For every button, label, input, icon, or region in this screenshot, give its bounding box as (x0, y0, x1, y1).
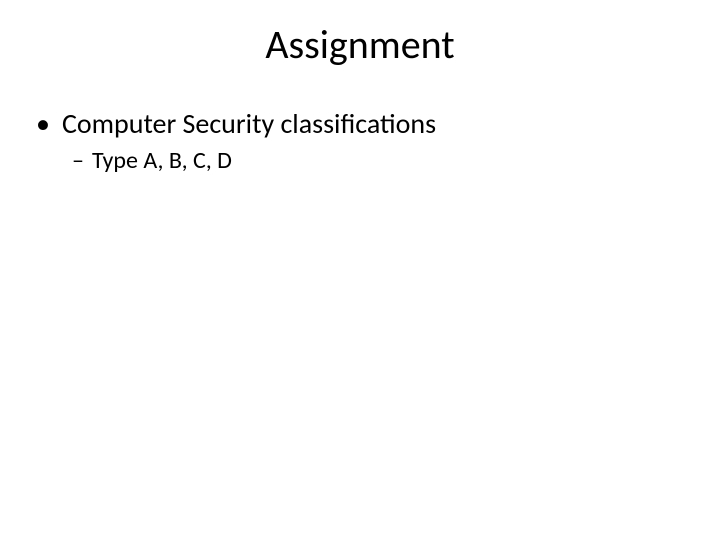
slide-container: Assignment • Computer Security classific… (0, 0, 720, 540)
bullet-marker: • (36, 107, 50, 141)
bullet-level2: – Type A, B, C, D (36, 147, 684, 176)
subbullet-text: Type A, B, C, D (92, 147, 232, 176)
dash-marker: – (72, 147, 84, 176)
slide-title: Assignment (0, 20, 720, 69)
slide-content: • Computer Security classifications – Ty… (0, 107, 720, 175)
bullet-text: Computer Security classifications (62, 107, 436, 141)
bullet-level1: • Computer Security classifications (36, 107, 684, 141)
